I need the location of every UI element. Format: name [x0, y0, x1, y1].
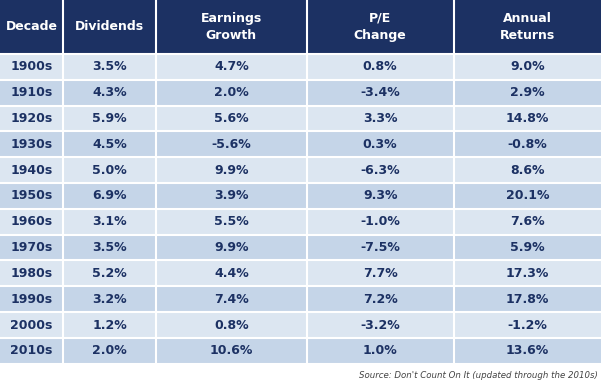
Text: 1960s: 1960s: [10, 215, 53, 228]
Text: 3.2%: 3.2%: [93, 293, 127, 306]
Text: 1940s: 1940s: [10, 164, 53, 177]
Bar: [0, 131, 601, 157]
Text: 8.6%: 8.6%: [510, 164, 545, 177]
Text: 3.3%: 3.3%: [363, 112, 397, 125]
Text: 1910s: 1910s: [10, 86, 53, 99]
Bar: [0, 183, 601, 209]
Text: 2010s: 2010s: [10, 345, 53, 357]
Text: -1.2%: -1.2%: [507, 318, 548, 331]
Text: 0.3%: 0.3%: [363, 138, 397, 151]
Text: 5.0%: 5.0%: [93, 164, 127, 177]
Text: 3.5%: 3.5%: [93, 60, 127, 73]
Bar: [0, 286, 601, 312]
Bar: [0, 157, 601, 183]
Text: -7.5%: -7.5%: [360, 241, 400, 254]
Text: -3.4%: -3.4%: [360, 86, 400, 99]
Bar: [454, 0, 601, 54]
Text: 0.8%: 0.8%: [214, 318, 249, 331]
Bar: [0, 261, 601, 286]
Text: -0.8%: -0.8%: [507, 138, 548, 151]
Text: 5.9%: 5.9%: [93, 112, 127, 125]
Text: 10.6%: 10.6%: [210, 345, 253, 357]
Text: 17.3%: 17.3%: [505, 267, 549, 280]
Text: Dividends: Dividends: [75, 20, 144, 33]
Text: -3.2%: -3.2%: [360, 318, 400, 331]
Text: 5.9%: 5.9%: [510, 241, 545, 254]
Bar: [0, 0, 63, 54]
Text: -6.3%: -6.3%: [361, 164, 400, 177]
Text: Decade: Decade: [5, 20, 58, 33]
Text: 1970s: 1970s: [10, 241, 53, 254]
Text: 4.3%: 4.3%: [93, 86, 127, 99]
Text: -1.0%: -1.0%: [360, 215, 400, 228]
Text: 4.4%: 4.4%: [214, 267, 249, 280]
Text: P/E
Change: P/E Change: [354, 12, 406, 42]
Text: 9.9%: 9.9%: [214, 164, 249, 177]
Text: 9.9%: 9.9%: [214, 241, 249, 254]
Text: 6.9%: 6.9%: [93, 189, 127, 203]
Text: 13.6%: 13.6%: [506, 345, 549, 357]
Text: 7.2%: 7.2%: [363, 293, 397, 306]
Text: 9.0%: 9.0%: [510, 60, 545, 73]
Text: 14.8%: 14.8%: [505, 112, 549, 125]
Text: Earnings
Growth: Earnings Growth: [201, 12, 262, 42]
Text: 3.5%: 3.5%: [93, 241, 127, 254]
Text: Source: Don't Count On It (updated through the 2010s): Source: Don't Count On It (updated throu…: [359, 372, 598, 380]
Text: 7.7%: 7.7%: [363, 267, 397, 280]
Text: Annual
Returns: Annual Returns: [500, 12, 555, 42]
Text: -5.6%: -5.6%: [212, 138, 251, 151]
Bar: [0, 80, 601, 105]
Text: 5.6%: 5.6%: [214, 112, 249, 125]
Bar: [63, 0, 156, 54]
Bar: [0, 54, 601, 80]
Text: 9.3%: 9.3%: [363, 189, 397, 203]
Text: 1920s: 1920s: [10, 112, 53, 125]
Bar: [0, 209, 601, 235]
Text: 2000s: 2000s: [10, 318, 53, 331]
Text: 20.1%: 20.1%: [505, 189, 549, 203]
Bar: [156, 0, 307, 54]
Text: 2.9%: 2.9%: [510, 86, 545, 99]
Text: 0.8%: 0.8%: [363, 60, 397, 73]
Bar: [0, 312, 601, 338]
Text: 1930s: 1930s: [10, 138, 53, 151]
Text: 3.9%: 3.9%: [214, 189, 249, 203]
Bar: [0, 235, 601, 261]
Text: 1950s: 1950s: [10, 189, 53, 203]
Text: 4.5%: 4.5%: [93, 138, 127, 151]
Text: 7.6%: 7.6%: [510, 215, 545, 228]
Text: 7.4%: 7.4%: [214, 293, 249, 306]
Text: 1.0%: 1.0%: [363, 345, 397, 357]
Text: 1.2%: 1.2%: [93, 318, 127, 331]
Text: 4.7%: 4.7%: [214, 60, 249, 73]
Text: 5.2%: 5.2%: [93, 267, 127, 280]
Bar: [0, 105, 601, 131]
Text: 1990s: 1990s: [10, 293, 53, 306]
Text: 1980s: 1980s: [10, 267, 53, 280]
Text: 2.0%: 2.0%: [214, 86, 249, 99]
Text: 17.8%: 17.8%: [505, 293, 549, 306]
Text: 5.5%: 5.5%: [214, 215, 249, 228]
Text: 2.0%: 2.0%: [93, 345, 127, 357]
Bar: [307, 0, 454, 54]
Text: 3.1%: 3.1%: [93, 215, 127, 228]
Bar: [0, 338, 601, 364]
Text: 1900s: 1900s: [10, 60, 53, 73]
